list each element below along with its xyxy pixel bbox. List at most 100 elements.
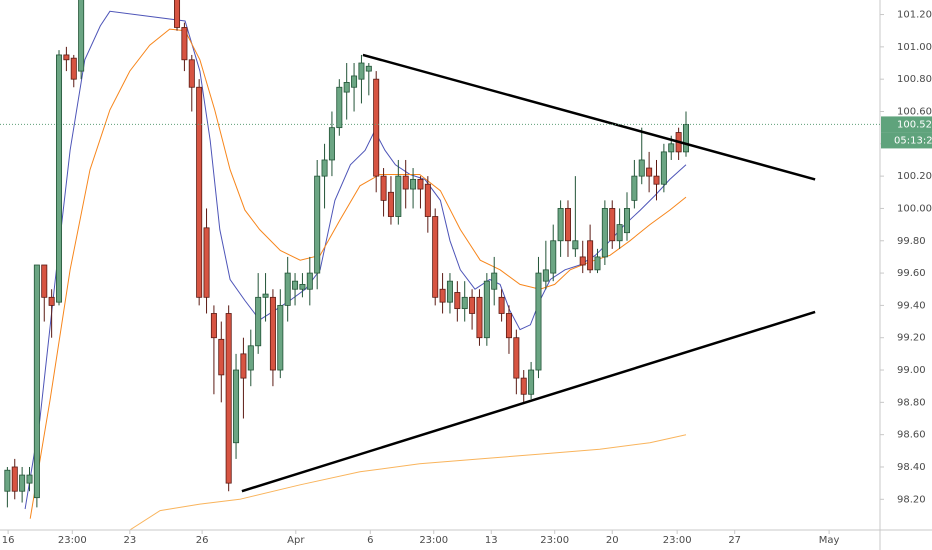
x-tick-label: Apr	[287, 535, 305, 546]
candle-body	[33, 264, 40, 499]
candle-body	[660, 151, 667, 185]
y-tick-label: 99.60	[897, 268, 926, 279]
candle-body	[402, 175, 409, 190]
trendline	[362, 53, 816, 181]
x-tick-label: May	[819, 535, 840, 546]
candle-body	[454, 292, 461, 310]
last-price-label: 100.52	[897, 119, 932, 130]
candle-body	[461, 296, 468, 310]
y-tick-label: 100.80	[897, 74, 932, 85]
candle-body	[594, 256, 601, 271]
candle-body	[587, 240, 594, 271]
candle-body	[70, 57, 77, 80]
y-tick-label: 99.40	[897, 300, 926, 311]
candle-body	[668, 143, 675, 153]
moving-average	[129, 434, 687, 530]
candle-body	[410, 178, 417, 190]
candle-body	[247, 345, 254, 371]
x-tick-label: 26	[196, 535, 209, 546]
candle-body	[432, 216, 439, 298]
candle-body	[653, 175, 660, 185]
y-tick-label: 98.20	[897, 494, 926, 505]
x-tick-label: 23	[123, 535, 136, 546]
candle-body	[48, 296, 55, 306]
candle-body	[299, 283, 306, 290]
candle-body	[439, 288, 446, 303]
candle-body	[387, 191, 394, 217]
countdown-box	[881, 132, 932, 149]
candle-body	[321, 159, 328, 177]
candle-body	[513, 337, 520, 379]
candle-body	[210, 313, 217, 339]
candle-body	[19, 474, 26, 492]
y-tick-label: 99.00	[897, 365, 926, 376]
y-tick-label: 99.80	[897, 236, 926, 247]
x-tick-label: 23:00	[419, 535, 448, 546]
x-tick-label: 13	[485, 535, 498, 546]
candle-body	[424, 183, 431, 217]
candle-body	[491, 272, 498, 290]
candle-body	[181, 27, 188, 61]
candle-body	[56, 54, 63, 303]
candle-body	[218, 338, 225, 376]
y-tick-label: 100.20	[897, 171, 932, 182]
candle-body	[646, 167, 653, 177]
candle-body	[292, 280, 299, 290]
y-tick-label: 99.20	[897, 333, 926, 344]
candle-body	[240, 353, 247, 379]
candle-body	[78, 0, 85, 72]
candle-body	[26, 474, 33, 484]
candle-body	[343, 82, 350, 93]
x-tick-label: 20	[606, 535, 619, 546]
y-tick-label: 101.20	[897, 10, 932, 21]
candle-body	[255, 296, 262, 347]
countdown: 05:13:22	[894, 135, 932, 146]
candle-body	[233, 369, 240, 444]
candle-body	[188, 59, 195, 88]
y-tick-label: 101.00	[897, 42, 932, 53]
candle-body	[557, 208, 564, 242]
candle-body	[11, 466, 18, 492]
y-tick-label: 98.60	[897, 430, 926, 441]
x-tick-label: 23:00	[663, 535, 692, 546]
x-tick-label: 27	[728, 535, 741, 546]
candle-body	[623, 208, 630, 234]
candle-body	[395, 175, 402, 217]
candle-body	[476, 296, 483, 339]
y-tick-label: 98.40	[897, 462, 926, 473]
candle-body	[520, 377, 527, 395]
candle-body	[572, 240, 579, 250]
candle-body	[638, 159, 645, 177]
candle-body	[365, 65, 372, 72]
candle-body	[564, 208, 571, 242]
candle-body	[631, 175, 638, 201]
candle-body	[505, 313, 512, 339]
candle-body	[528, 369, 535, 395]
candle-body	[306, 272, 313, 290]
candle-body	[483, 280, 490, 339]
candle-body	[601, 208, 608, 258]
candle-body	[284, 272, 291, 306]
candle-body	[358, 62, 365, 80]
trendline	[241, 310, 816, 493]
plot-area	[4, 0, 816, 530]
candle-body	[269, 296, 276, 371]
x-tick-label: 16	[2, 535, 15, 546]
candle-body	[174, 0, 181, 28]
candle-body	[262, 293, 269, 298]
candle-body	[380, 175, 387, 201]
x-tick-label: 23:00	[540, 535, 569, 546]
candle-body	[277, 304, 284, 371]
candle-body	[498, 296, 505, 314]
candle-body	[203, 227, 210, 298]
candle-body	[63, 54, 70, 61]
candle-body	[328, 127, 335, 161]
x-tick-label: 6	[367, 535, 373, 546]
moving-average	[29, 28, 687, 519]
candle-body	[417, 178, 424, 190]
candle-body	[683, 124, 690, 153]
candle-body	[314, 175, 321, 274]
candle-body	[373, 78, 380, 177]
